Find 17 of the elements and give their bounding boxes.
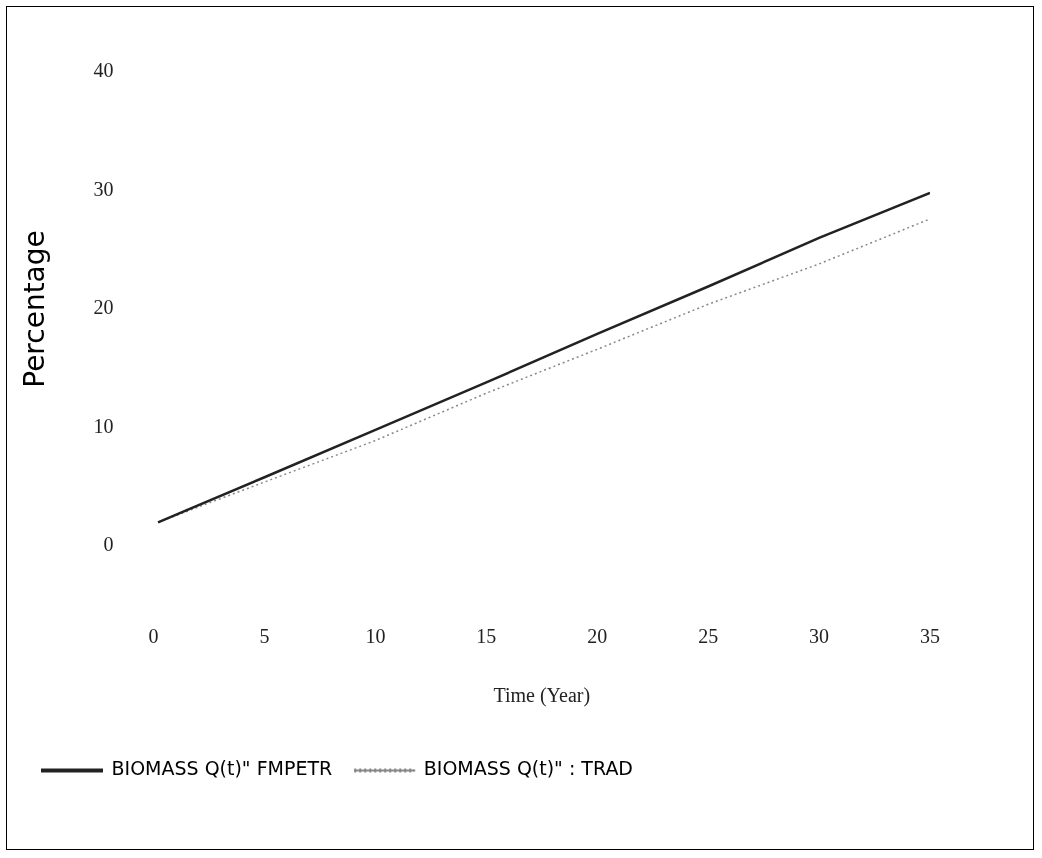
y-axis-title: Percentage [18,230,52,388]
x-tick-label: 10 [365,625,386,648]
y-tick-label: 40 [93,59,114,82]
x-tick-label: 35 [920,625,940,648]
legend-label: BIOMASS Q(t)" : TRAD [423,757,634,780]
y-tick-label: 30 [93,177,114,200]
y-tick-label: 20 [93,296,114,319]
y-tick-label: 10 [93,414,114,437]
x-axis-title: Time (Year) [493,684,591,708]
x-tick-label: 25 [698,625,719,648]
x-tick-label: 30 [809,625,830,648]
legend-label: BIOMASS Q(t)" FMPETR [111,757,333,780]
x-tick-label: 15 [476,625,497,648]
y-tick-label: 0 [103,533,114,556]
x-tick-label: 5 [259,625,270,648]
x-tick-label: 0 [148,625,159,648]
x-tick-label: 20 [587,625,608,648]
